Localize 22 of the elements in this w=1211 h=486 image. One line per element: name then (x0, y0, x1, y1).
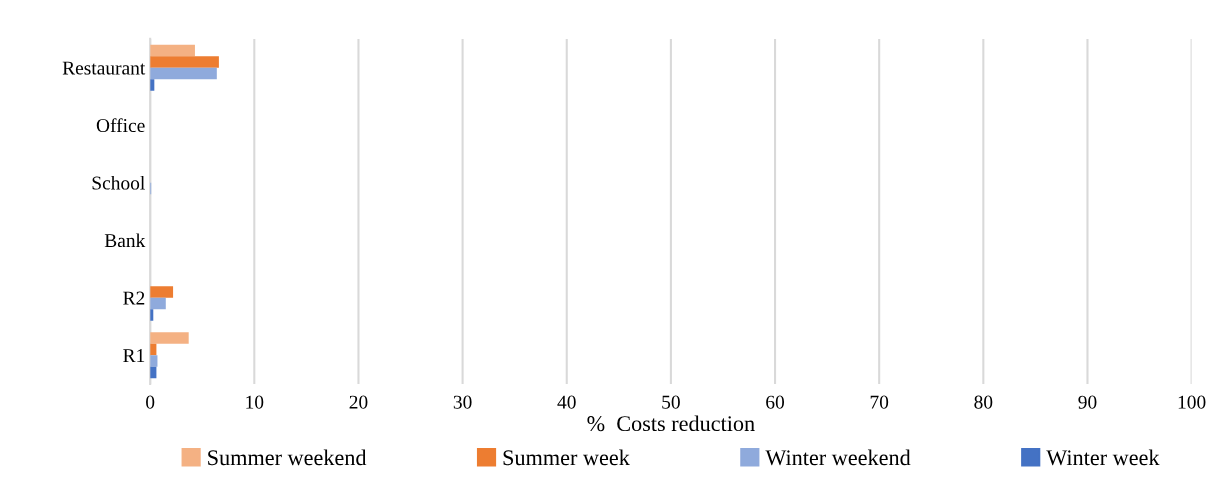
x-tick-label: 50 (662, 395, 680, 409)
y-tick-label: R2 (123, 291, 145, 305)
x-tick-label: 100 (1178, 395, 1206, 409)
x-tick-label: 60 (766, 395, 785, 409)
x-tick-label: 10 (246, 395, 264, 409)
legend-label: Winter weekend (765, 449, 911, 466)
y-tick-label: School (92, 175, 145, 190)
y-tick-label: Restaurant (62, 61, 146, 75)
x-tick-label: 80 (974, 395, 993, 409)
x-axis-title: % Costs reduction (587, 415, 755, 432)
x-tick-label: 40 (557, 395, 576, 409)
y-tick-label: Bank (104, 233, 146, 248)
y-tick-label: R1 (123, 349, 145, 362)
x-tick-label: 90 (1078, 395, 1097, 409)
legend-label: Winter week (1046, 449, 1160, 466)
legend-label: Summer weekend (208, 449, 367, 466)
x-tick-label: 30 (453, 395, 472, 409)
x-tick-label: 20 (349, 395, 368, 409)
legend-label: Summer week (503, 449, 630, 466)
x-tick-label: 0 (146, 395, 155, 409)
x-tick-label: 70 (870, 395, 889, 409)
y-tick-label: Office (96, 118, 145, 133)
